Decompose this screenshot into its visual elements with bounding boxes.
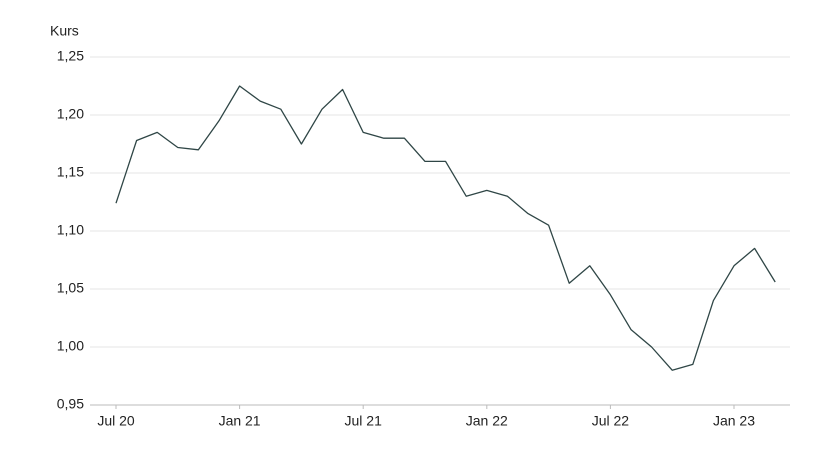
x-tick-label: Jan 21 xyxy=(219,413,261,429)
y-tick-label: 1,25 xyxy=(57,48,84,64)
y-tick-label: 0,95 xyxy=(57,396,84,412)
x-tick-label: Jul 22 xyxy=(592,413,630,429)
line-series xyxy=(115,85,776,371)
y-tick-label: 1,10 xyxy=(57,222,84,238)
x-tick-label: Jul 21 xyxy=(345,413,383,429)
y-tick-label: 1,00 xyxy=(57,338,84,354)
y-tick-label: 1,05 xyxy=(57,280,84,296)
y-tick-label: 1,20 xyxy=(57,106,84,122)
y-axis-label: Kurs xyxy=(50,23,79,39)
x-tick-label: Jan 22 xyxy=(466,413,508,429)
x-tick-label: Jul 20 xyxy=(97,413,135,429)
x-tick-label: Jan 23 xyxy=(713,413,755,429)
y-tick-label: 1,15 xyxy=(57,164,84,180)
